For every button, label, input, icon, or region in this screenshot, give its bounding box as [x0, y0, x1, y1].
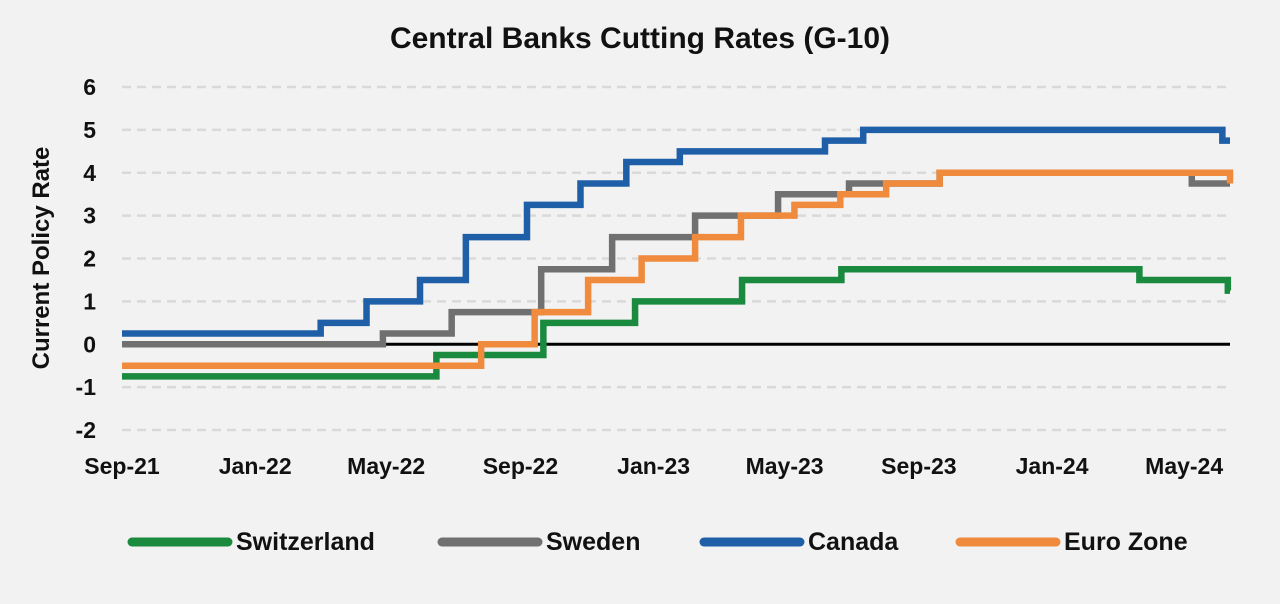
y-tick-label: 3 [83, 203, 96, 229]
y-tick-label: 4 [83, 160, 96, 186]
x-tick-label: Sep-21 [84, 453, 160, 479]
x-tick-label: Sep-23 [881, 453, 956, 479]
x-tick-labels: Sep-21 Jan-22 May-22 Sep-22 Jan-23 May-23 Sep-… [84, 453, 1223, 479]
legend-label-sweden: Sweden [546, 528, 640, 556]
y-tick-labels: 6 5 4 3 2 1 0 -1 -2 [76, 74, 97, 443]
y-tick-label: 5 [83, 117, 96, 143]
legend-label-switzerland: Switzerland [236, 528, 375, 556]
x-tick-label: Jan-23 [617, 453, 690, 479]
y-axis-title: Current Policy Rate [28, 147, 55, 370]
x-tick-label: May-22 [347, 453, 425, 479]
series-line-euro-zone [122, 169, 1234, 369]
chart-title: Central Banks Cutting Rates (G-10) [390, 22, 890, 55]
x-tick-label: Jan-24 [1016, 453, 1089, 479]
x-tick-label: May-24 [1145, 453, 1223, 479]
y-tick-label: -1 [76, 374, 97, 400]
legend-label-euro-zone: Euro Zone [1064, 528, 1188, 556]
x-tick-label: Jan-22 [219, 453, 292, 479]
x-tick-label: Sep-22 [483, 453, 558, 479]
series-line-switzerland [122, 265, 1232, 380]
y-tick-label: 0 [83, 331, 96, 357]
y-tick-label: 2 [83, 246, 96, 272]
series-line-canada [122, 126, 1230, 337]
legend: Switzerland Sweden Canada Euro Zone [127, 528, 1188, 556]
y-tick-label: 1 [83, 288, 96, 314]
x-tick-label: May-23 [746, 453, 824, 479]
legend-label-canada: Canada [808, 528, 899, 556]
y-tick-label: 6 [83, 74, 96, 100]
y-tick-label: -2 [76, 417, 96, 443]
series-lines [122, 126, 1234, 380]
